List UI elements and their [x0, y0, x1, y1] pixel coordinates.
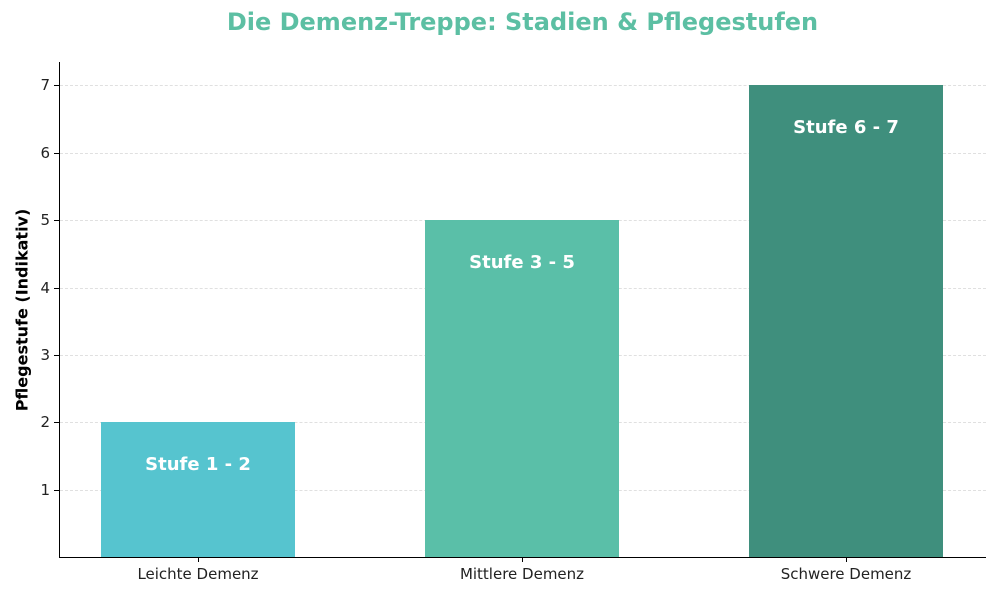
x-tick	[198, 557, 199, 562]
y-axis-line	[59, 62, 60, 558]
chart-title: Die Demenz-Treppe: Stadien & Pflegestufe…	[226, 8, 819, 36]
bar-label: Stufe 3 - 5	[469, 252, 575, 273]
gridline-7	[60, 85, 986, 86]
y-tick-label: 4	[40, 279, 50, 297]
bar-schwere-demenz: Stufe 6 - 7	[749, 85, 943, 557]
y-tick-label: 2	[40, 413, 50, 431]
bar-label: Stufe 6 - 7	[793, 117, 899, 138]
y-tick	[54, 288, 59, 289]
y-tick	[54, 490, 59, 491]
y-tick-label: 6	[40, 144, 50, 162]
y-tick	[54, 422, 59, 423]
y-tick	[54, 355, 59, 356]
bar-leichte-demenz: Stufe 1 - 2	[101, 422, 295, 557]
y-tick	[54, 220, 59, 221]
y-tick-label: 1	[40, 481, 50, 499]
y-tick	[54, 153, 59, 154]
x-tick	[846, 557, 847, 562]
x-tick-label: Leichte Demenz	[137, 565, 259, 583]
y-tick	[54, 85, 59, 86]
bar-label: Stufe 1 - 2	[145, 454, 251, 475]
x-tick-label: Mittlere Demenz	[459, 565, 585, 583]
x-tick-label: Schwere Demenz	[780, 565, 912, 583]
bar-mittlere-demenz: Stufe 3 - 5	[425, 220, 619, 557]
y-tick-label: 7	[40, 76, 50, 94]
gridline-6	[60, 153, 986, 154]
x-tick	[522, 557, 523, 562]
y-axis-title: Pflegestufe (Indikativ)	[12, 208, 32, 412]
y-tick-label: 3	[40, 346, 50, 364]
y-tick-label: 5	[40, 211, 50, 229]
